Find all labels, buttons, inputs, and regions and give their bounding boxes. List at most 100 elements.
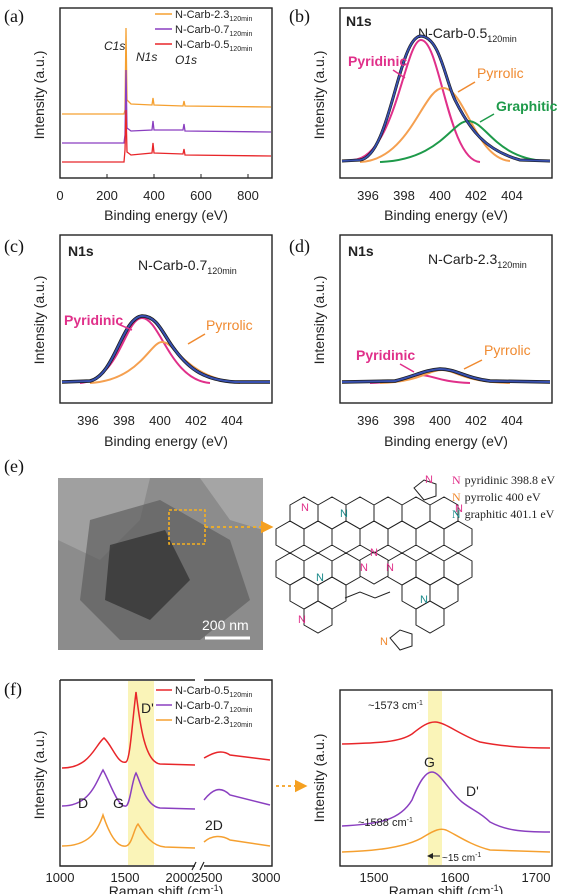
panel-c-xticks: 396 398 400 402 404: [77, 413, 243, 428]
panel-d-sample: N-Carb-2.3120min: [428, 251, 527, 270]
xtick: 396: [357, 413, 379, 428]
band-d: D: [78, 795, 88, 811]
peak-c1s: C1s: [104, 39, 125, 53]
raman-zoom-purple: [341, 771, 551, 833]
fit-graphitic: [379, 119, 546, 163]
svg-text:N: N: [370, 547, 378, 559]
raman-zoom-orange: [341, 828, 551, 853]
panel-d-ylabel: Intensity (a.u.): [311, 276, 327, 365]
xtick: 400: [143, 188, 165, 203]
svg-text:N: N: [340, 508, 348, 520]
xtick: 402: [465, 188, 487, 203]
g-band-highlight: [128, 681, 154, 865]
xtick: 1700: [522, 870, 551, 885]
xtick: 404: [501, 413, 523, 428]
panel-c-axes: [59, 234, 273, 404]
xtick: 398: [113, 413, 135, 428]
xtick: 1500: [360, 870, 389, 885]
xtick: 404: [501, 188, 523, 203]
raman-purple: [61, 768, 271, 810]
envelope-fit: [61, 314, 270, 383]
panel-a-xlabel: Binding energy (eV): [104, 207, 228, 223]
legend-entry: N-Carb-2.3120min: [175, 715, 252, 729]
peak-o1s: O1s: [175, 53, 197, 67]
label-pyrrolic: Pyrrolic: [484, 342, 531, 358]
panel-d-xticks: 396 398 400 402 404: [357, 413, 523, 428]
xtick: 402: [185, 413, 207, 428]
envelope-fit: [341, 35, 551, 162]
xtick: 1600: [441, 870, 470, 885]
label-pyridinic: Pyridinic: [356, 347, 415, 363]
ann-1573: ~1573 cm-1: [368, 700, 423, 712]
fit-pyridinic: [352, 38, 481, 163]
xtick: 402: [465, 413, 487, 428]
xtick: 200: [96, 188, 118, 203]
band-g: G: [113, 795, 124, 811]
panel-c-ylabel: Intensity (a.u.): [31, 276, 47, 365]
xtick: 400: [429, 413, 451, 428]
xtick: 396: [357, 188, 379, 203]
svg-text:N: N: [360, 562, 368, 574]
panel-a-xticks: 0 200 400 600 800: [56, 174, 259, 203]
panel-b-element: N1s: [346, 13, 372, 29]
band-2d: 2D: [205, 817, 223, 833]
panel-c-label: (c): [4, 236, 24, 257]
xtick: 1500: [111, 870, 140, 885]
tem-image: 200 nm: [58, 478, 274, 650]
band-g-zoom: G: [424, 754, 435, 770]
fit-pyrrolic: [359, 86, 511, 163]
panel-c: (c) N1s N-Carb-0.7120min Pyridinic Pyrro…: [4, 234, 273, 449]
svg-text:N: N: [420, 594, 428, 606]
envelope-fit: [341, 367, 551, 383]
panel-d-label: (d): [289, 236, 310, 257]
panel-b-xticks: 396 398 400 402 404: [357, 188, 523, 203]
legend-entry: N-Carb-0.7120min: [175, 24, 252, 38]
panel-c-element: N1s: [68, 243, 94, 259]
raman-zoom-red: [341, 721, 551, 749]
legend-entry: N-Carb-0.5120min: [175, 39, 252, 53]
scale-label: 200 nm: [202, 617, 249, 633]
panel-f: (f) D G D' 2D N-Carb-0.5120min N-Carb-0.…: [4, 679, 553, 894]
panel-f-label: (f): [4, 679, 22, 700]
xtick: 0: [56, 188, 63, 203]
xtick: 3000: [252, 870, 281, 885]
survey-red: [62, 109, 272, 163]
panel-c-xlabel: Binding energy (eV): [104, 433, 228, 449]
legend-entry: N-Carb-0.7120min: [175, 700, 252, 714]
band-dprime-zoom: D': [466, 783, 479, 799]
raman-red: [61, 691, 271, 769]
legend-entry: N-Carb-0.5120min: [175, 685, 252, 699]
label-pyrrolic: Pyrrolic: [206, 317, 253, 333]
xtick: 396: [77, 413, 99, 428]
legend-entry: N-Carb-2.3120min: [175, 9, 252, 23]
panel-b-sample: N-Carb-0.5120min: [418, 25, 517, 44]
panel-f-legend: N-Carb-0.5120min N-Carb-0.7120min N-Carb…: [156, 685, 252, 729]
panel-b-xlabel: Binding energy (eV): [384, 207, 508, 223]
svg-text:N: N: [316, 572, 324, 584]
panel-b-label: (b): [289, 6, 310, 27]
ann-1588: ~1588 cm-1: [358, 817, 413, 829]
label-pyridinic: Pyridinic: [64, 312, 123, 328]
panel-d-axes: [339, 234, 553, 404]
panel-f-left-axes: [59, 679, 273, 867]
peak-n1s: N1s: [136, 50, 157, 64]
band-dprime: D': [141, 700, 154, 716]
label-pyrrolic: Pyrrolic: [477, 65, 524, 81]
svg-text:N: N: [380, 636, 388, 648]
svg-text:N: N: [425, 474, 433, 486]
panel-d-xlabel: Binding energy (eV): [384, 433, 508, 449]
n-doped-carbon-structure: [275, 479, 473, 651]
panel-f-xlabel: Raman shift (cm-1): [109, 883, 224, 894]
n-atoms: N N N N N N N N N N N: [298, 474, 463, 648]
panel-e-label: (e): [4, 456, 24, 477]
label-pyridinic: Pyridinic: [348, 53, 407, 69]
xtick: 398: [393, 188, 415, 203]
panel-b: (b) N1s N-Carb-0.5120min Pyridinic Pyrro…: [289, 6, 558, 223]
panel-a: (a) 0 200 400 600 800 Binding energy (eV…: [4, 6, 273, 223]
xtick: 400: [429, 188, 451, 203]
panel-f-right-axes: [339, 689, 553, 867]
